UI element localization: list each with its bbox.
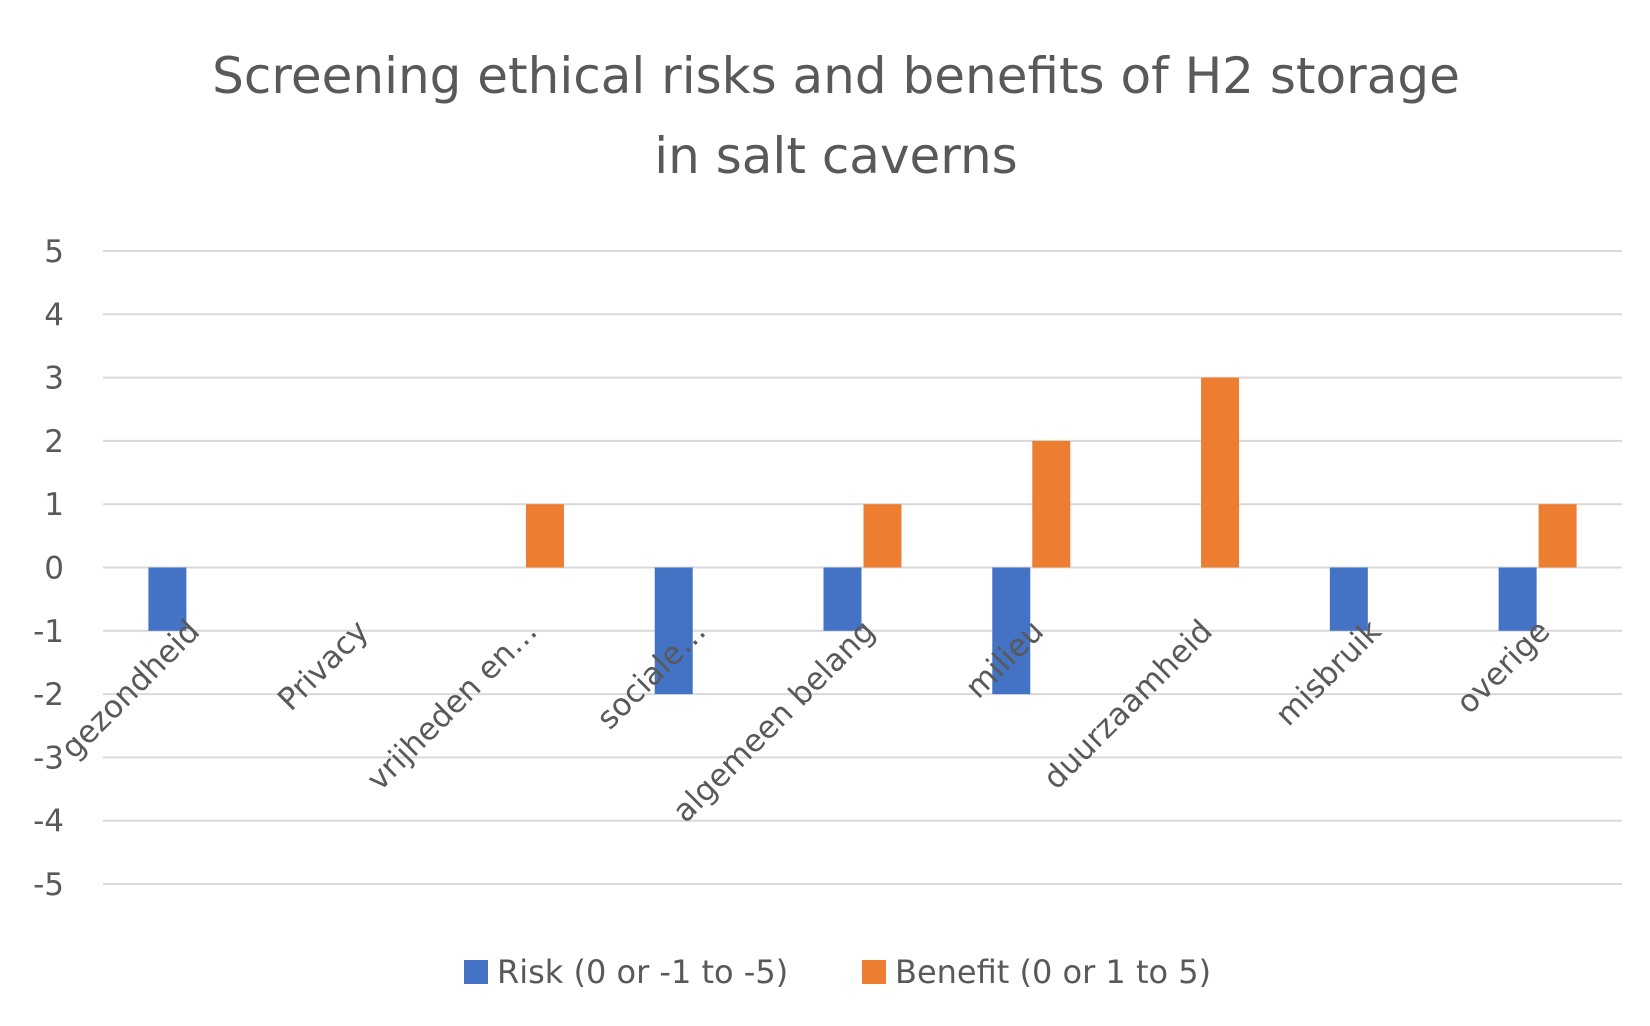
risk-bar-gezondheid xyxy=(148,567,187,631)
y-tick-label: -4 xyxy=(33,804,64,840)
legend-swatch-benefit xyxy=(862,960,886,984)
risk-bar-overige xyxy=(1498,567,1537,631)
gridlines xyxy=(103,250,1622,885)
y-tick-label: 2 xyxy=(44,424,64,460)
y-tick-label: -2 xyxy=(33,677,64,713)
chart-title-line-2: in salt caverns xyxy=(654,127,1017,185)
benefit-bar-overige xyxy=(1538,504,1577,568)
benefit-bar-algemeen-belang xyxy=(863,504,902,568)
bars xyxy=(148,377,1577,695)
legend: Risk (0 or -1 to -5) Benefit (0 or 1 to 5… xyxy=(464,953,1211,991)
category-label: Privacy xyxy=(271,613,376,718)
y-tick-label: 1 xyxy=(44,487,64,523)
benefit-bar-duurzaamheid xyxy=(1201,377,1240,568)
legend-label-benefit: Benefit (0 or 1 to 5) xyxy=(895,953,1211,991)
chart-title-line-1: Screening ethical risks and benefits of … xyxy=(212,47,1460,105)
benefit-bar-vrijheden-en- xyxy=(525,504,564,568)
y-tick-label: 5 xyxy=(44,234,64,270)
y-tick-label: -1 xyxy=(33,614,64,650)
legend-label-risk: Risk (0 or -1 to -5) xyxy=(497,953,788,991)
category-label: vrijheden en… xyxy=(360,613,545,798)
risk-bar-misbruik xyxy=(1329,567,1368,631)
risk-bar-milieu xyxy=(992,567,1031,695)
category-label: gezondheid xyxy=(54,613,207,766)
y-axis-ticks: 5 4 3 2 1 0 -1 -2 -3 -4 -5 xyxy=(33,234,64,903)
chart-title: Screening ethical risks and benefits of … xyxy=(212,47,1460,185)
y-tick-label: 0 xyxy=(44,551,64,587)
y-tick-label: -5 xyxy=(33,867,64,903)
risk-bar-algemeen-belang xyxy=(823,567,862,631)
y-tick-label: 3 xyxy=(44,361,64,397)
legend-swatch-risk xyxy=(464,960,488,984)
y-tick-label: -3 xyxy=(33,740,64,776)
y-tick-label: 4 xyxy=(44,297,64,333)
category-label: duurzaamheid xyxy=(1036,613,1219,796)
benefit-bar-milieu xyxy=(1032,440,1071,568)
risk-bar-sociale- xyxy=(654,567,693,695)
